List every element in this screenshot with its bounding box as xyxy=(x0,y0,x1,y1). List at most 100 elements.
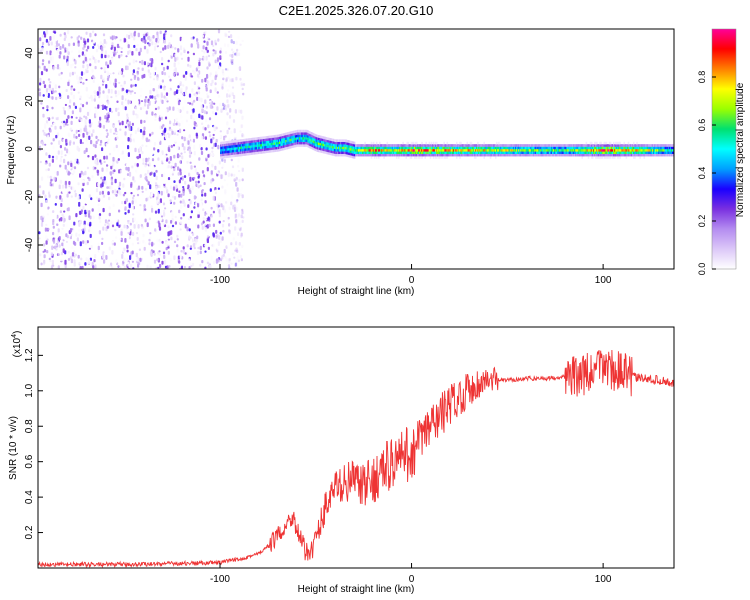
spectrogram-cell xyxy=(204,217,207,221)
spectrogram-cell xyxy=(340,149,342,152)
spectrogram-cell xyxy=(92,30,95,34)
spectrogram-cell xyxy=(84,66,88,69)
spectrogram-cell xyxy=(145,157,148,163)
spectrogram-cell xyxy=(230,111,233,115)
spectrogram-cell xyxy=(180,114,183,119)
spectrogram-cell xyxy=(294,130,297,133)
spectrogram-cell xyxy=(257,144,260,147)
spectrogram-cell xyxy=(102,254,105,259)
spectrogram-cell xyxy=(240,144,242,147)
spectrogram-cell xyxy=(401,153,403,157)
spectrogram-cell xyxy=(44,235,48,240)
spectrogram-cell xyxy=(261,148,263,152)
spectrogram-cell xyxy=(250,145,253,148)
spectrogram-cell xyxy=(320,147,322,151)
spectrogram-cell xyxy=(274,134,277,138)
spectrogram-cell xyxy=(463,144,465,147)
spectrogram-cell xyxy=(450,149,453,152)
spectrogram-cell xyxy=(248,143,250,146)
spectrogram-cell xyxy=(548,144,551,147)
spectrogram-cell xyxy=(520,146,522,150)
spectrogram-cell xyxy=(558,149,560,152)
spectrogram-cell xyxy=(155,43,158,47)
spectrogram-cell xyxy=(418,144,420,147)
spectrogram-cell xyxy=(432,156,435,159)
spectrogram-cell xyxy=(563,149,566,152)
spectrogram-cell xyxy=(624,153,627,157)
spectrogram-cell xyxy=(590,153,593,157)
spectrogram-cell xyxy=(285,147,287,150)
spectrogram-cell xyxy=(141,144,144,147)
spectrogram-cell xyxy=(234,52,237,56)
spectrogram-cell xyxy=(379,149,381,152)
spectrogram-cell xyxy=(229,145,232,148)
spectrogram-cell xyxy=(521,151,523,154)
spectrogram-cell xyxy=(103,93,106,99)
spectrogram-cell xyxy=(214,87,217,92)
spectrogram-cell xyxy=(471,153,474,157)
spectrogram-cell xyxy=(131,135,134,140)
spectrogram-cell xyxy=(248,152,250,156)
spectrogram-cell xyxy=(159,106,162,111)
spectrogram-cell xyxy=(261,141,263,145)
spectrogram-cell xyxy=(624,146,627,150)
spectrogram-cell xyxy=(77,254,80,259)
spectrogram-cell xyxy=(222,163,225,168)
spectrogram-cell xyxy=(154,58,157,61)
spectrogram-cell xyxy=(111,136,114,141)
spectrogram-cell xyxy=(353,141,356,145)
spectrogram-cell xyxy=(94,159,97,164)
spectrogram-cell xyxy=(122,87,125,91)
spectrogram-cell xyxy=(550,149,553,152)
spectrogram-cell xyxy=(202,208,205,212)
spectrogram-cell xyxy=(529,149,532,152)
spectrogram-cell xyxy=(132,59,135,64)
spectrogram-cell xyxy=(584,144,587,147)
spectrogram-cell xyxy=(104,223,107,226)
spectrogram-cell xyxy=(327,137,330,141)
spectrogram-cell xyxy=(351,155,354,159)
spectrogram-cell xyxy=(275,134,278,138)
spectrogram-cell xyxy=(246,143,248,146)
spectrogram-cell xyxy=(68,191,71,194)
spectrogram-cell xyxy=(234,144,237,148)
spectrogram-cell xyxy=(310,146,313,149)
spectrogram-cell xyxy=(589,146,592,150)
spectrogram-cell xyxy=(509,146,512,150)
spectrogram-cell xyxy=(181,155,184,160)
spectrogram-cell xyxy=(620,153,622,157)
spectrogram-cell xyxy=(294,139,297,143)
spectrogram-cell xyxy=(641,153,643,157)
spectrogram-cell xyxy=(463,149,465,152)
spectrogram-cell xyxy=(97,182,100,187)
spectrogram-cell xyxy=(85,86,88,92)
spectrogram-cell xyxy=(582,151,584,154)
spectrogram-cell xyxy=(176,89,179,94)
spectrogram-cell xyxy=(50,265,54,269)
spectrogram-cell xyxy=(282,138,284,141)
spectrogram-cell xyxy=(56,43,59,47)
spectrogram-cell xyxy=(159,152,162,157)
spectrogram-cell xyxy=(112,156,115,162)
spectrogram-cell xyxy=(154,51,157,55)
spectrogram-cell xyxy=(285,144,287,148)
spectrogram-cell xyxy=(273,137,276,141)
spectrogram-cell xyxy=(526,149,529,152)
spectrogram-cell xyxy=(67,161,70,166)
spectrogram-cell xyxy=(83,43,86,48)
spectrogram-cell xyxy=(69,72,72,77)
spectrogram-cell xyxy=(221,69,224,74)
spectrogram-cell xyxy=(531,149,534,152)
spectrogram-cell xyxy=(639,153,641,157)
spectrogram-cell xyxy=(277,144,280,147)
spectrogram-cell xyxy=(343,144,345,147)
spectrogram-cell xyxy=(460,146,462,150)
spectrogram-cell xyxy=(197,214,200,218)
spectrogram-cell xyxy=(67,207,70,212)
spectrogram-cell xyxy=(198,113,201,119)
spectrogram-cell xyxy=(152,86,155,89)
spectrogram-cell xyxy=(496,153,498,157)
spectrogram-cell xyxy=(306,141,308,145)
spectrogram-cell xyxy=(355,149,358,152)
spectrogram-cell xyxy=(253,140,256,143)
